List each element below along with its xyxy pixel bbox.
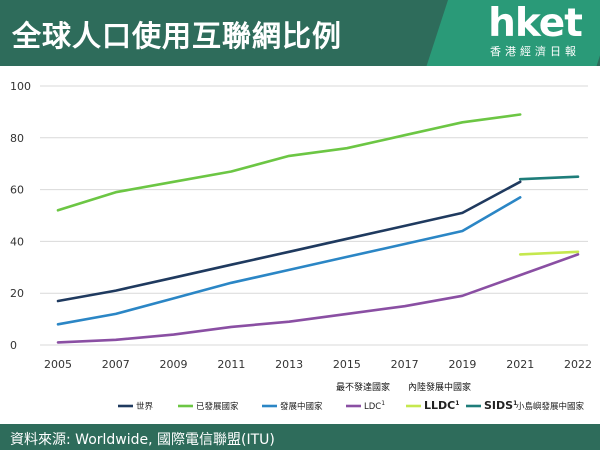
y-tick-label: 100 [10,80,31,93]
series-line-LLDC [518,250,580,256]
x-tick-label: 2017 [391,358,419,371]
legend-group-label-ldc: 最不發達國家 [336,381,390,393]
x-tick-label: 2019 [448,358,476,371]
source-note: 資料來源: Worldwide, 國際電信聯盟(ITU) [10,432,275,448]
legend-label: 世界 [136,401,154,412]
legend-label: LDC1 [364,400,385,412]
legend-superscript: 1 [455,400,459,407]
legend-label: 發展中國家 [280,401,323,412]
y-tick-label: 0 [10,339,17,352]
page-title: 全球人口使用互聯網比例 [12,19,343,53]
x-tick-label: 2021 [506,358,534,371]
legend-superscript: 1 [513,400,517,407]
y-tick-label: 40 [10,235,24,248]
internet-usage-chart: 0 20 40 60 80 100 2005 2007 2009 2011 2013 2015 2017… [0,66,600,424]
y-tick-label: 60 [10,184,24,197]
legend-label: SIDS1 [484,399,517,412]
series-line-已發展國家 [56,113,522,212]
x-tick-label: 2009 [160,358,188,371]
x-tick-label: 2013 [275,358,303,371]
legend-label: LLDC1 [424,399,459,412]
series-line-世界 [56,180,522,303]
footer-bar: 資料來源: Worldwide, 國際電信聯盟(ITU) [0,424,600,450]
x-tick-label: 2022 [564,358,592,371]
series-line-SIDS [518,175,580,181]
y-tick-label: 20 [10,287,24,300]
series-line-LDC [56,253,580,344]
legend-sids-label: 小島嶼發展中國家 [516,401,585,412]
header-banner: 全球人口使用互聯網比例 hket 香港經濟日報 [0,0,600,66]
x-tick-label: 2011 [217,358,245,371]
legend-superscript: 1 [381,400,385,407]
series-line-發展中國家 [56,196,522,326]
chart-svg: 0 20 40 60 80 100 2005 2007 2009 2011 2013 2015 2017… [10,80,592,412]
logo-subtitle: 香港經濟日報 [490,45,580,58]
legend-label: 已發展國家 [196,401,239,412]
legend-group-label-lldc: 內陸發展中國家 [408,381,471,393]
x-tick-label: 2015 [333,358,361,371]
x-tick-label: 2005 [44,358,72,371]
logo-text: hket [488,1,583,46]
hket-logo: hket 香港經濟日報 [474,3,596,59]
y-tick-label: 80 [10,132,24,145]
x-tick-label: 2007 [102,358,130,371]
